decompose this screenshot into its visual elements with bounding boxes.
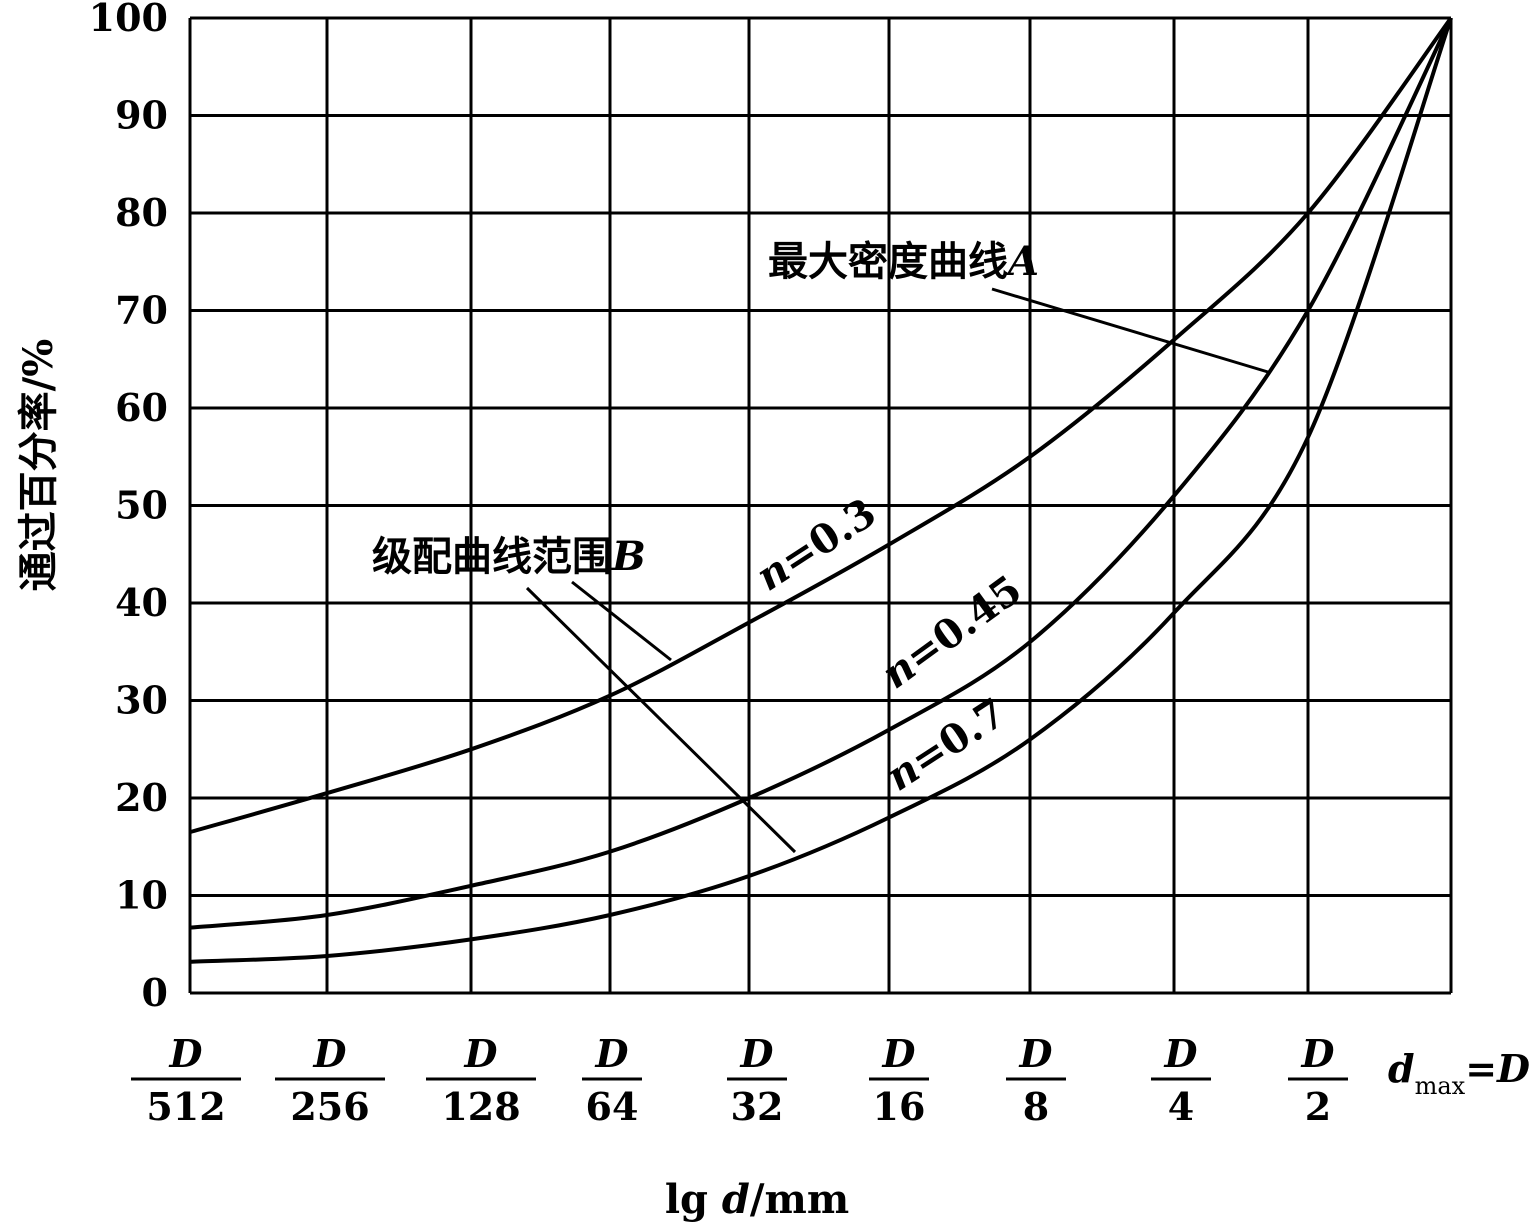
x-tick-denominator-0: 512 [146, 1084, 225, 1129]
x-tick-denominator-2: 128 [441, 1084, 520, 1129]
x-tick-numerator-4: D [740, 1031, 774, 1076]
series-label-n-0-7: n=0.7 [878, 689, 1014, 800]
curve-n-0-7 [189, 17, 1453, 964]
series-label-n-0-3-value: =0.3 [772, 489, 884, 585]
curve-n-0-3 [189, 16, 1453, 835]
leader-line-curve-b-lower [525, 586, 797, 854]
x-end-label-rest: =D [1465, 1046, 1530, 1091]
y-tick-label-90: 90 [115, 93, 168, 138]
x-tick-denominator-5: 16 [873, 1084, 926, 1129]
y-tick-label-0: 0 [142, 970, 168, 1015]
y-tick-label-70: 70 [115, 288, 168, 333]
x-end-label-sub: max [1415, 1072, 1466, 1100]
annotation-curve-a-text: 最大密度曲线 [768, 238, 1008, 285]
x-tick-denominator-4: 32 [731, 1084, 784, 1129]
y-tick-label-50: 50 [115, 483, 168, 528]
x-axis-label-lg: lg [665, 1176, 722, 1223]
x-tick-denominator-3: 64 [586, 1084, 639, 1129]
leader-line-curve-b-upper [571, 580, 672, 662]
x-tick-numerator-0: D [169, 1031, 203, 1076]
x-tick-numerator-2: D [464, 1031, 498, 1076]
series-label-n-0-45-value: =0.45 [897, 566, 1031, 681]
y-tick-label-30: 30 [115, 678, 168, 723]
y-tick-label-100: 100 [89, 0, 168, 40]
x-tick-numerator-5: D [882, 1031, 916, 1076]
curves [189, 16, 1453, 964]
curve-n-0-45 [189, 17, 1453, 930]
x-end-label: dmax=D [1388, 1046, 1530, 1100]
y-tick-label-10: 10 [115, 873, 168, 918]
annotation-curve-b: 级配曲线范围B [372, 533, 646, 580]
annotation-curve-b-text: 级配曲线范围 [372, 533, 612, 580]
x-axis-label-d: d [722, 1176, 750, 1223]
x-axis-label: lg d/mm [665, 1176, 849, 1223]
grid [188, 16, 1453, 995]
x-end-label-d: d [1388, 1046, 1415, 1091]
annotation-curve-a: 最大密度曲线A [768, 238, 1039, 285]
x-tick-denominator-6: 8 [1023, 1084, 1049, 1129]
y-tick-label-80: 80 [115, 190, 168, 235]
x-tick-denominator-7: 4 [1168, 1084, 1194, 1129]
x-axis-label-unit: /mm [750, 1176, 849, 1223]
x-tick-denominator-1: 256 [290, 1084, 369, 1129]
series-label-n-0-45: n=0.45 [873, 566, 1030, 698]
y-tick-label-20: 20 [115, 775, 168, 820]
series-label-n-0-7-value: =0.7 [902, 689, 1014, 785]
x-tick-denominator-8: 2 [1305, 1084, 1331, 1129]
x-tick-numerator-8: D [1301, 1031, 1335, 1076]
annotation-curve-a-letter: A [1004, 238, 1039, 285]
x-tick-numerator-6: D [1019, 1031, 1053, 1076]
y-tick-label-60: 60 [115, 385, 168, 430]
x-tick-numerator-7: D [1164, 1031, 1198, 1076]
x-tick-numerator-3: D [595, 1031, 629, 1076]
y-tick-label-40: 40 [115, 580, 168, 625]
leader-line-curve-a [991, 287, 1269, 374]
annotation-curve-b-letter: B [611, 533, 646, 580]
x-tick-numerator-1: D [313, 1031, 347, 1076]
labels: 通过百分率/% lg d/mm 最大密度曲线A 级配曲线范围B n=0.3 n=… [15, 0, 1530, 1223]
y-axis-label: 通过百分率/% [15, 339, 62, 592]
